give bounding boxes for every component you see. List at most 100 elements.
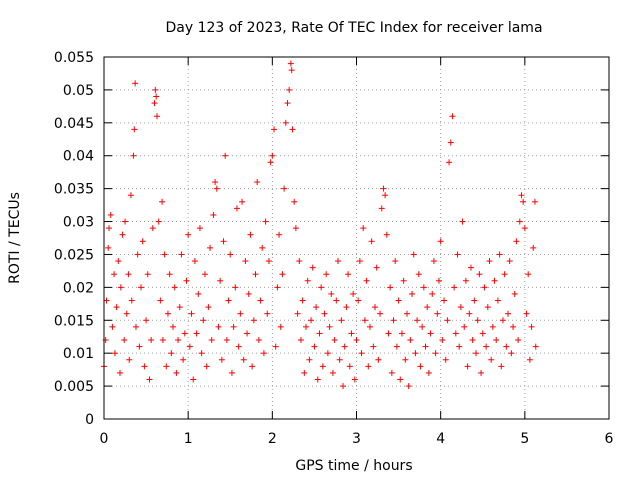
data-point [200, 317, 207, 324]
data-point [239, 198, 246, 205]
data-point [308, 317, 315, 324]
data-point [303, 323, 309, 330]
data-point [111, 271, 118, 278]
data-point [103, 297, 110, 304]
data-point [414, 317, 421, 324]
data-point [486, 258, 493, 265]
data-point [144, 271, 151, 278]
data-point [121, 337, 128, 344]
data-point [154, 113, 161, 120]
data-point [181, 330, 188, 337]
y-tick-label: 0.055 [54, 50, 94, 66]
data-point [393, 343, 400, 350]
data-point [457, 304, 464, 311]
data-point [484, 304, 491, 311]
data-point [496, 251, 503, 258]
data-point [111, 350, 118, 357]
data-point [348, 330, 355, 337]
data-point [126, 356, 133, 363]
data-point [427, 330, 434, 337]
data-point [193, 330, 200, 337]
data-point [340, 383, 347, 390]
data-point [286, 86, 293, 93]
data-point [464, 363, 471, 370]
data-point [159, 198, 166, 205]
data-point [318, 284, 325, 291]
data-point [257, 297, 264, 304]
data-point [208, 337, 215, 344]
data-point [143, 317, 150, 324]
data-point [255, 337, 262, 344]
x-tick-label: 5 [520, 431, 529, 447]
data-point [494, 297, 501, 304]
data-point [530, 244, 537, 251]
data-point [289, 126, 296, 133]
data-point [410, 251, 417, 258]
data-point [499, 317, 506, 324]
data-point [227, 251, 234, 258]
data-point [237, 310, 244, 317]
data-point [387, 284, 394, 291]
data-point [294, 310, 301, 317]
data-point [469, 337, 476, 344]
data-point [467, 264, 474, 271]
data-point [284, 100, 291, 107]
data-point [116, 369, 123, 376]
data-point [513, 238, 520, 245]
data-point [385, 330, 392, 337]
data-point [481, 284, 488, 291]
data-point [429, 290, 436, 297]
data-point [132, 323, 139, 330]
data-point [171, 284, 178, 291]
x-tick-label: 0 [100, 431, 109, 447]
data-point [328, 290, 335, 297]
y-tick-label: 0.005 [54, 379, 94, 395]
data-point [207, 244, 214, 251]
data-point [526, 356, 533, 363]
data-point [531, 198, 538, 205]
data-point [356, 258, 363, 265]
data-point [132, 80, 139, 87]
data-point [466, 310, 473, 317]
data-point [296, 258, 303, 265]
data-point [242, 258, 249, 265]
data-point [462, 277, 469, 284]
data-point [343, 304, 350, 311]
data-point [407, 337, 414, 344]
data-point [173, 369, 180, 376]
data-point [299, 297, 306, 304]
data-point [176, 304, 183, 311]
data-point [520, 198, 527, 205]
data-point [316, 330, 323, 337]
data-point [351, 376, 358, 383]
data-point [163, 363, 170, 370]
data-point [223, 337, 230, 344]
data-point [420, 284, 427, 291]
chart-title: Day 123 of 2023, Rate Of TEC Index for r… [165, 20, 542, 36]
data-point [138, 284, 145, 291]
data-point [288, 67, 295, 74]
data-point [213, 185, 220, 192]
data-point [274, 284, 281, 291]
data-point [245, 290, 252, 297]
data-point [309, 264, 316, 271]
data-point [151, 100, 158, 107]
data-point [441, 297, 448, 304]
data-point [506, 258, 513, 265]
data-point [188, 310, 195, 317]
data-point [491, 277, 498, 284]
data-point [269, 152, 276, 159]
data-point [483, 343, 490, 350]
data-point [304, 277, 311, 284]
data-point [265, 258, 272, 265]
y-tick-label: 0.025 [54, 247, 94, 263]
data-point [139, 238, 146, 245]
data-point [130, 152, 137, 159]
data-point [185, 231, 192, 238]
data-point [276, 231, 283, 238]
data-point [409, 290, 416, 297]
data-point [498, 363, 505, 370]
